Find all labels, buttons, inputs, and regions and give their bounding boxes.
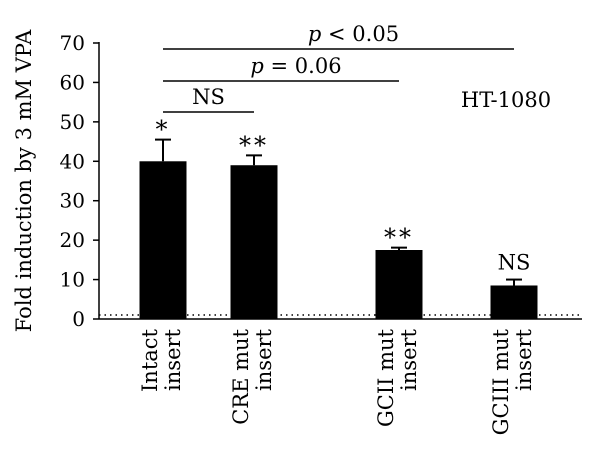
comparison-label: p = 0.06 [250, 54, 341, 78]
comparison-value: NS [192, 85, 225, 109]
x-tick-label: Intact insert [138, 328, 185, 392]
p-symbol: p [308, 22, 321, 46]
y-tick-label: 40 [60, 149, 85, 173]
x-tick-label-line: insert [397, 328, 421, 390]
comparison-brackets: NSp = 0.06p < 0.05 [163, 22, 514, 113]
y-tick-label: 20 [60, 228, 85, 252]
x-tick-label: GCIII mut insert [489, 328, 536, 435]
bar [490, 285, 538, 319]
significance-mark: * [156, 116, 171, 144]
y-tick-label: 60 [60, 70, 85, 94]
y-axis-label: Fold induction by 3 mM VPA [12, 29, 36, 332]
comparison-label: NS [192, 85, 225, 109]
x-tick-label-line: GCIII mut [489, 328, 513, 435]
x-tick-label-line: insert [252, 328, 276, 390]
y-tick-label: 50 [60, 110, 85, 134]
bar [230, 165, 278, 319]
bar [139, 161, 187, 319]
y-tick-label: 10 [60, 268, 85, 292]
axes: 0 10 20 30 40 50 60 70 [60, 31, 582, 331]
comparison-value: < 0.05 [321, 22, 399, 46]
p-symbol: p [250, 54, 263, 78]
x-tick-label-line: insert [161, 328, 185, 390]
y-tick-label: 30 [60, 189, 85, 213]
x-tick-label: GCII mut insert [374, 328, 421, 427]
error-bars-layer [155, 138, 522, 286]
bars-layer [139, 161, 538, 319]
significance-mark: ** [239, 131, 269, 159]
x-tick-label: CRE mut insert [229, 328, 276, 424]
cell-line-annotation: HT-1080 [461, 88, 551, 112]
bar [375, 250, 423, 319]
significance-mark: NS [498, 251, 531, 275]
x-tick-label-line: CRE mut [229, 328, 253, 424]
comparison-value: = 0.06 [264, 54, 342, 78]
comparison-label: p < 0.05 [308, 22, 399, 46]
significance-mark: ** [384, 224, 414, 252]
x-tick-label-line: insert [512, 328, 536, 390]
y-tick-label: 70 [60, 31, 85, 55]
x-tick-label-line: GCII mut [374, 328, 398, 427]
y-tick-label: 0 [72, 307, 85, 331]
significance-layer: *****NS [156, 116, 531, 275]
x-tick-label-line: Intact [138, 328, 162, 392]
x-tick-labels: Intact insert CRE mut insert GCII mut insert G… [138, 328, 536, 435]
